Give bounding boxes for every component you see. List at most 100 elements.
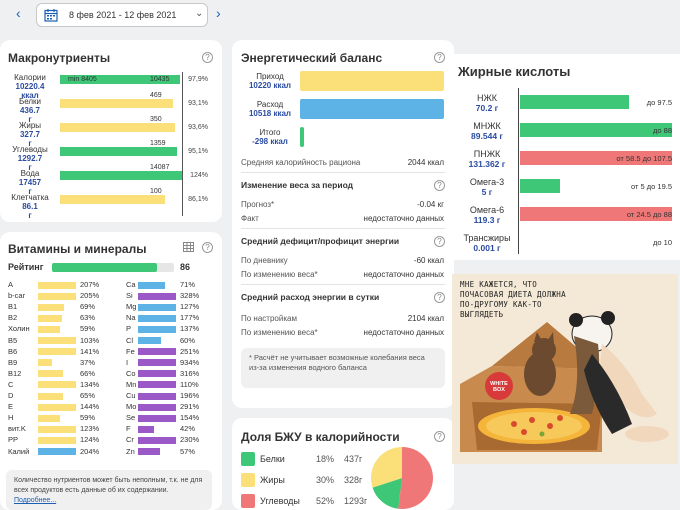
vitamin-percent: 207%	[80, 280, 100, 289]
bju-pie-slice	[372, 478, 402, 509]
bju-grams: 437г	[344, 454, 363, 464]
comic-image: МНЕ КАЖЕТСЯ, ЧТО ПОЧАСОВАЯ ДИЕТА ДОЛЖНА …	[452, 274, 678, 464]
vitamin-percent: 37%	[80, 357, 96, 367]
vitamin-symbol: Ca	[126, 280, 136, 289]
help-icon[interactable]: ?	[434, 236, 445, 247]
vitamin-symbol: B1	[8, 302, 18, 312]
vitamin-bar	[38, 337, 76, 344]
vitamin-bar	[38, 303, 64, 311]
help-icon[interactable]: ?	[434, 292, 445, 303]
help-icon[interactable]: ?	[202, 242, 213, 253]
vitamins-title: Витамины и минералы	[8, 242, 147, 256]
macro-label: Клетчатка	[11, 193, 49, 202]
macro-percent: 97,9%	[188, 76, 208, 83]
chevron-right-icon[interactable]: ›	[216, 5, 221, 21]
macro-bar	[60, 99, 173, 108]
vitamin-bar	[38, 381, 76, 389]
vitamin-bar	[138, 381, 176, 389]
vitamin-symbol: Калий	[8, 446, 30, 456]
fatty-acid-name: Трансжиры 0.001 г	[456, 233, 518, 253]
vitamin-percent: 328%	[180, 291, 200, 301]
fatty-acid-name: МНЖК 89.544 г	[456, 121, 518, 141]
energy-bar	[300, 127, 304, 147]
bju-pie-slice	[371, 447, 402, 488]
macro-value: 10220.4	[15, 82, 45, 91]
vitamin-symbol: Cl	[126, 335, 134, 345]
vitamin-symbol: B2	[8, 313, 18, 323]
vitamin-percent: 110%	[180, 379, 199, 389]
vitamin-symbol: B6	[8, 346, 18, 356]
help-icon[interactable]: ?	[434, 431, 445, 442]
help-icon[interactable]: ?	[434, 52, 445, 63]
macro-value: 17457	[18, 178, 42, 187]
vitamin-bar	[138, 359, 176, 367]
vitamin-percent: 137%	[180, 324, 200, 334]
vitamin-bar	[38, 370, 63, 378]
help-icon[interactable]: ?	[202, 52, 213, 63]
vitamin-symbol: E	[8, 402, 14, 412]
vitamin-percent: 124%	[80, 435, 100, 445]
fatty-acid-value: 0.001 г	[473, 243, 501, 253]
vitamin-bar	[138, 448, 160, 455]
vitamin-symbol: B12	[8, 368, 22, 378]
divider	[241, 284, 445, 285]
macro-percent: 93,1%	[188, 100, 208, 107]
chevron-left-icon[interactable]: ‹	[16, 5, 21, 21]
macro-unit: г	[28, 187, 32, 196]
macro-value: 86.1	[22, 202, 38, 211]
vitamin-symbol: H	[8, 413, 14, 423]
vitamin-bar	[138, 325, 176, 333]
macro-unit: г	[28, 115, 32, 124]
fatty-acid-range: от 5 до 19.5	[630, 182, 672, 191]
comic-caption: МНЕ КАЖЕТСЯ, ЧТО ПОЧАСОВАЯ ДИЕТА ДОЛЖНА …	[460, 280, 566, 319]
macro-value: 327.7	[19, 130, 41, 139]
vitamin-bar	[138, 348, 176, 356]
comic-box-label: white box	[490, 381, 508, 393]
vitamin-percent: 177%	[180, 313, 200, 323]
macro-min-label: min 8405	[68, 76, 97, 83]
macro-target: 350	[150, 116, 162, 123]
vitamin-symbol: Холин	[8, 324, 30, 334]
vitamin-percent: 144%	[80, 402, 100, 412]
fatty-acid-bar	[520, 207, 672, 221]
vitamin-percent: 134%	[80, 379, 100, 389]
macro-label: Жиры	[18, 121, 42, 130]
macros-title: Макронутриенты	[8, 51, 111, 65]
energy-value: 10518 ккал	[248, 109, 291, 118]
table-icon[interactable]	[183, 242, 194, 252]
vitamin-bar	[138, 303, 176, 311]
energy-value: -298 ккал	[252, 137, 288, 146]
fatty-acid-value: 131.362 г	[468, 159, 506, 169]
vitamin-bar	[38, 292, 76, 300]
note-more-link[interactable]: Подробнее...	[14, 497, 57, 504]
macro-percent: 124%	[190, 172, 208, 179]
macro-target: 14087	[150, 164, 170, 171]
macro-unit: г	[28, 211, 32, 220]
fatty-acid-label: Омега-3	[469, 177, 505, 187]
vitamins-card: Витамины и минералы ? Рейтинг 86 A 207% b-…	[0, 232, 222, 510]
avg-calories-label: Средняя калорийность рациона	[241, 158, 361, 167]
vitamin-symbol: I	[126, 357, 129, 367]
vitamin-bar	[138, 425, 154, 433]
date-nav: ‹ 8 фев 2021 - 12 фев 2021 ⌄ ›	[0, 0, 680, 30]
fatty-acid-range: до 10	[653, 238, 672, 247]
fatty-acid-value: 89.544 г	[471, 131, 503, 141]
vitamin-symbol: F	[126, 424, 131, 434]
vitamin-percent: 204%	[80, 446, 100, 456]
macro-name-0: Калории 10220.4 ккал	[2, 73, 58, 100]
energy-bar	[300, 99, 444, 119]
vitamin-percent: 60%	[180, 335, 196, 345]
divider	[241, 172, 445, 173]
settings-value: 2104 ккал	[407, 314, 444, 323]
energy-label-text: Итого	[259, 128, 281, 137]
help-icon[interactable]: ?	[434, 180, 445, 191]
bju-grams: 1293г	[344, 496, 368, 506]
fact-value: недостаточно данных	[363, 214, 444, 223]
bju-title: Доля БЖУ в калорийности	[241, 430, 400, 444]
date-range-picker[interactable]: 8 фев 2021 - 12 фев 2021 ⌄	[36, 3, 208, 27]
fatty-acid-value: 119.3 г	[473, 215, 501, 225]
vitamin-bar	[38, 425, 76, 433]
fact-label: Факт	[241, 214, 259, 223]
fatty-acid-name: НЖК 70.2 г	[456, 93, 518, 113]
macro-value: 436.7	[19, 106, 41, 115]
